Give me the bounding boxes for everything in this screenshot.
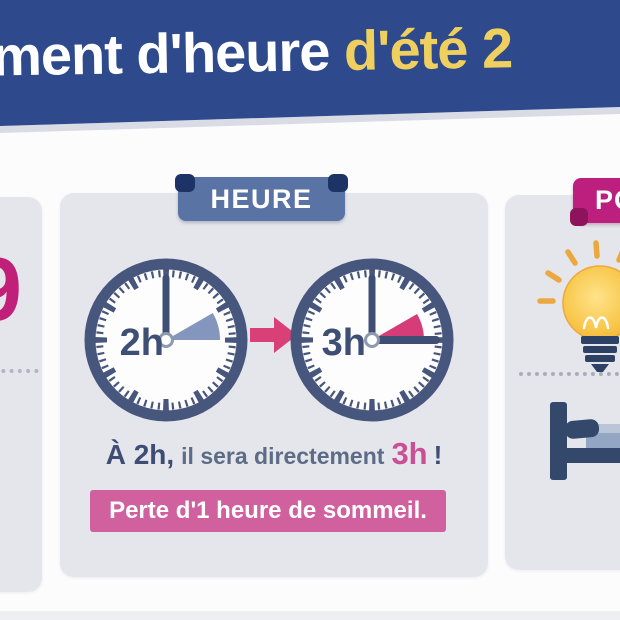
lightbulb-icon: [537, 240, 620, 372]
sleep-loss-banner: Perte d'1 heure de sommeil.: [90, 490, 446, 532]
page-title: ment d'heure d'été 2: [0, 13, 620, 89]
date-card: 9: [0, 197, 42, 592]
caption: À 2h, il sera directement 3h!: [60, 436, 488, 472]
tips-badge-label: PO: [595, 185, 620, 215]
arrow-right-icon: [250, 317, 297, 353]
caption-middle: il sera directement: [181, 443, 385, 469]
header-banner: ment d'heure d'été 2: [0, 0, 620, 126]
bed-icon: [550, 402, 620, 480]
date-partial-number: 9: [0, 245, 22, 335]
heure-badge: HEURE: [175, 174, 348, 221]
clock-before-label: 2h: [120, 322, 164, 364]
caption-exclamation: !: [433, 440, 443, 470]
title-part-yellow: d'été 2: [343, 16, 513, 82]
tips-card: PO: [505, 178, 620, 570]
clock-before-icon: 2h: [84, 258, 248, 422]
bottom-edge-strip: [0, 611, 620, 620]
dotted-separator: [0, 369, 42, 373]
clocks-graphic: 2h 3h: [84, 258, 454, 422]
heure-badge-label: HEURE: [210, 184, 313, 214]
clock-after-icon: 3h: [290, 258, 454, 422]
dotted-separator: [519, 372, 620, 376]
title-part-white: ment d'heure: [0, 19, 330, 88]
time-change-card: HEURE 2h: [60, 174, 488, 577]
clock-after-label: 3h: [322, 322, 366, 364]
tips-badge: PO: [570, 178, 620, 226]
caption-highlight: 3h: [391, 436, 428, 471]
caption-prefix: À 2h,: [105, 439, 175, 470]
